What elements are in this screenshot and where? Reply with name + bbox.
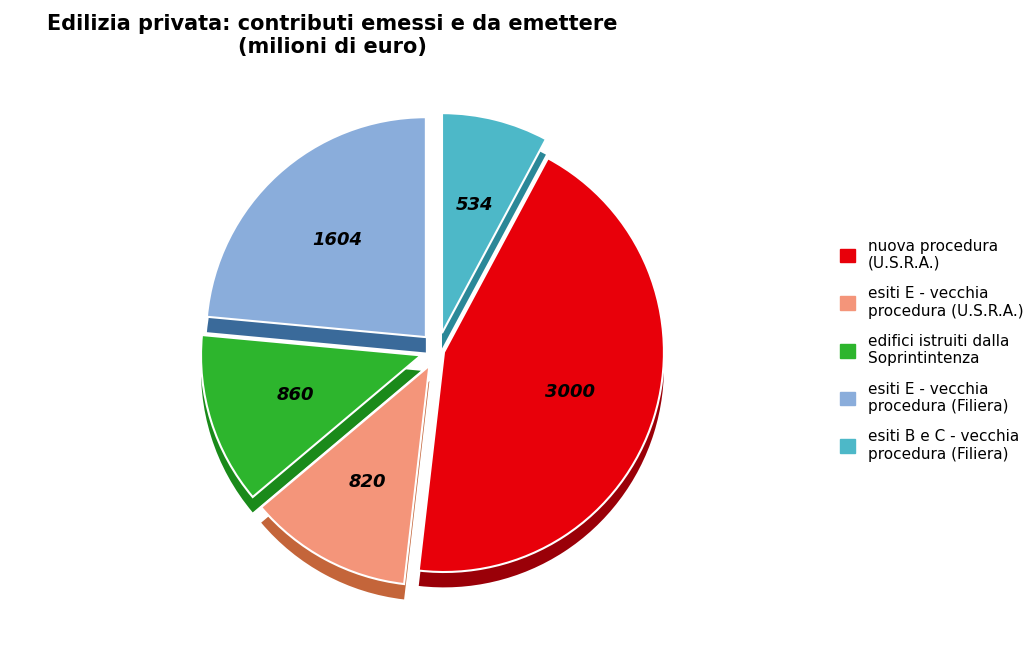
Wedge shape xyxy=(207,117,426,337)
Text: 3000: 3000 xyxy=(545,383,595,400)
Wedge shape xyxy=(261,366,429,584)
Text: 1604: 1604 xyxy=(312,230,362,249)
Wedge shape xyxy=(201,350,421,512)
Wedge shape xyxy=(261,381,429,600)
Wedge shape xyxy=(201,335,421,497)
Wedge shape xyxy=(207,133,426,352)
Wedge shape xyxy=(442,113,546,333)
Legend: nuova procedura
(U.S.R.A.), esiti E - vecchia
procedura (U.S.R.A.), edifici istr: nuova procedura (U.S.R.A.), esiti E - ve… xyxy=(833,231,1024,469)
Text: 860: 860 xyxy=(276,386,313,404)
Wedge shape xyxy=(419,174,664,587)
Wedge shape xyxy=(442,128,546,348)
Text: 534: 534 xyxy=(456,196,493,214)
Wedge shape xyxy=(419,158,664,572)
Text: 820: 820 xyxy=(348,473,386,491)
Title: Edilizia privata: contributi emessi e da emettere
(milioni di euro): Edilizia privata: contributi emessi e da… xyxy=(47,14,617,57)
